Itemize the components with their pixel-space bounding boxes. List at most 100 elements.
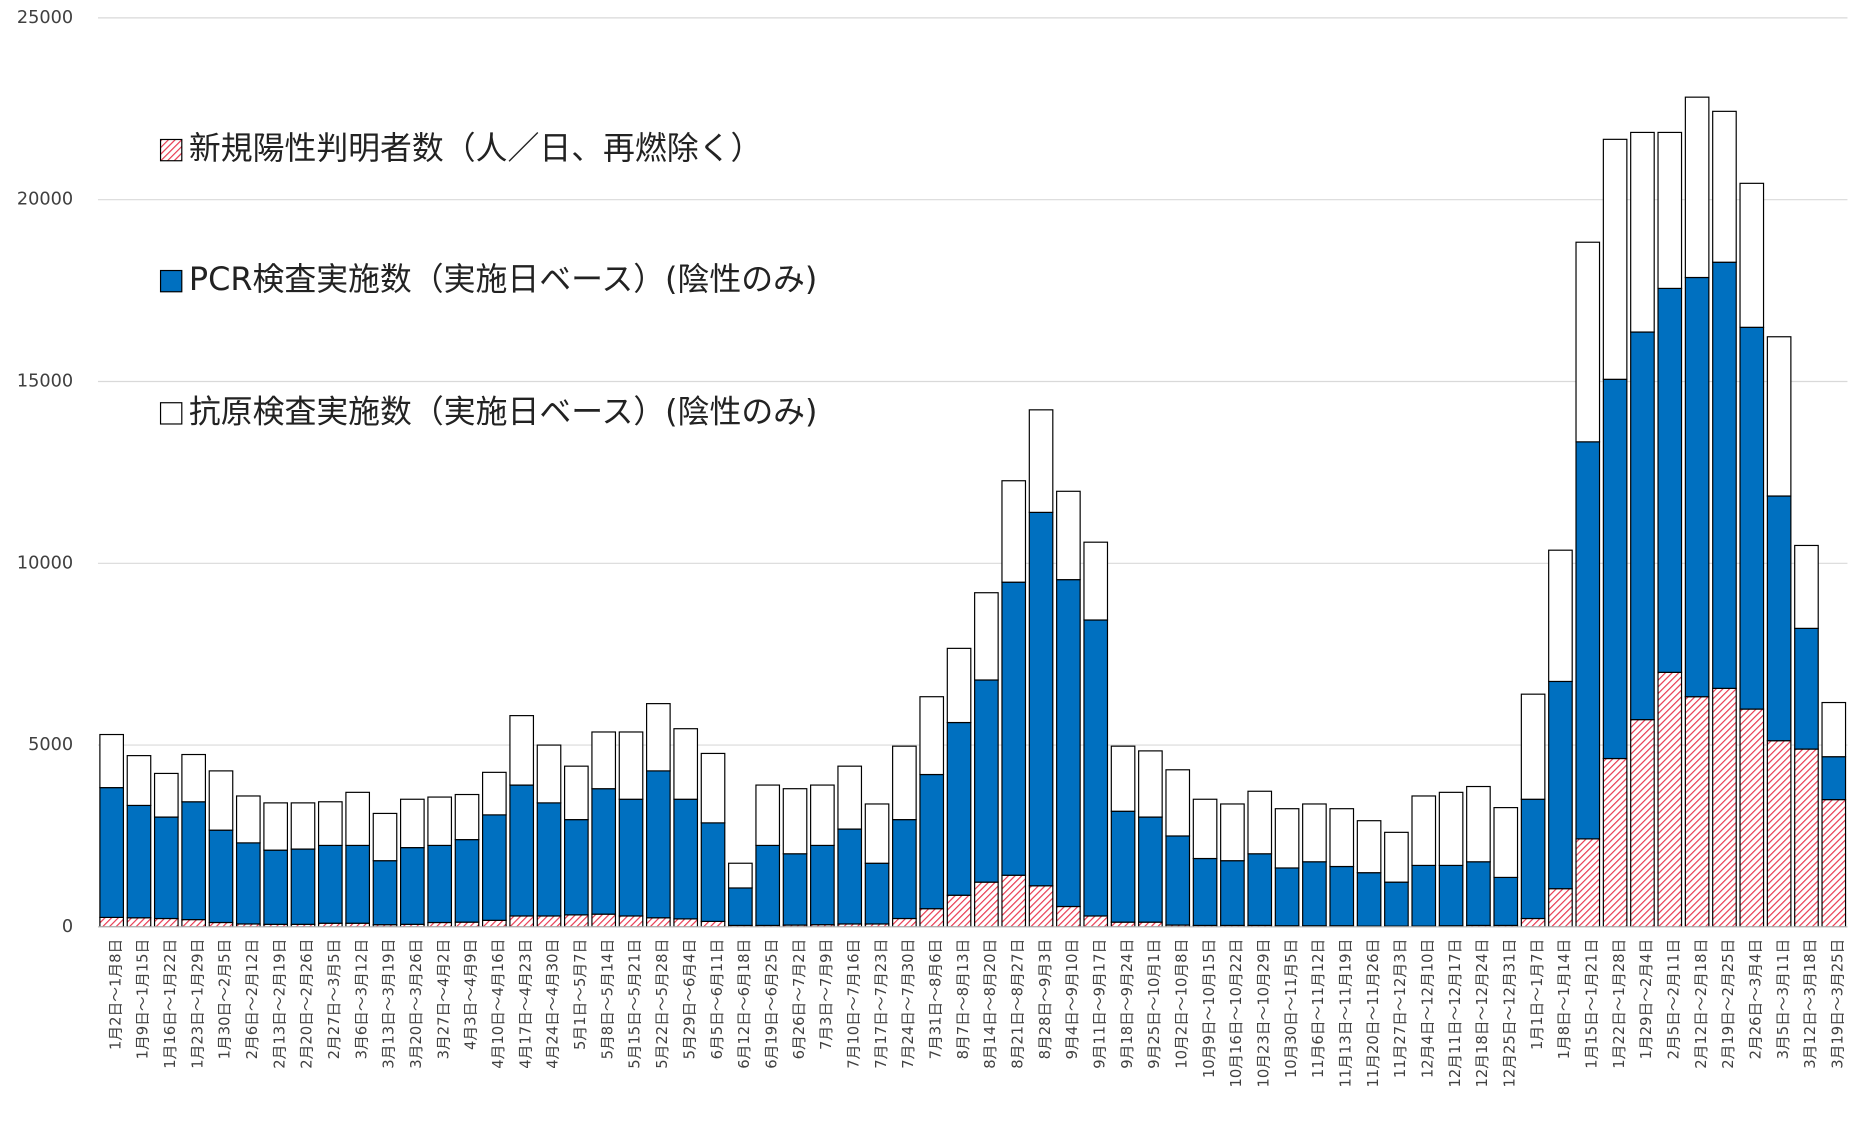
bar-segment bbox=[1302, 861, 1327, 927]
x-tick-label: 10月23日～10月29日 bbox=[1255, 939, 1272, 1088]
x-tick-label: 1月9日～1月15日 bbox=[135, 939, 152, 1060]
x-tick-label: 1月16日～1月22日 bbox=[162, 939, 179, 1069]
bar-segment bbox=[1165, 769, 1191, 837]
bar-segment bbox=[564, 819, 589, 916]
x-tick-label: 7月10日～7月16日 bbox=[845, 939, 862, 1069]
x-tick-label: 7月3日～7月9日 bbox=[818, 939, 835, 1050]
bar-segment bbox=[1247, 790, 1273, 855]
x-tick-label: 1月22日～1月28日 bbox=[1611, 939, 1628, 1069]
x-tick-label: 6月26日～7月2日 bbox=[791, 939, 808, 1060]
bar-segment bbox=[591, 731, 617, 790]
bar-segment bbox=[1001, 581, 1027, 876]
x-tick-label: 1月2日～1月8日 bbox=[107, 939, 124, 1050]
bar-segment bbox=[454, 921, 480, 928]
x-tick-label: 12月18日～12月24日 bbox=[1474, 939, 1491, 1088]
legend-swatch bbox=[159, 402, 183, 425]
x-tick-label: 8月14日～8月20日 bbox=[982, 939, 999, 1069]
x-tick-label: 11月27日～12月3日 bbox=[1392, 939, 1409, 1078]
legend-swatch bbox=[159, 269, 183, 293]
x-tick-label: 12月25日～12月31日 bbox=[1501, 939, 1518, 1088]
bar-segment bbox=[317, 801, 343, 847]
bar-segment bbox=[1684, 696, 1710, 928]
bar-segment bbox=[454, 839, 480, 923]
x-tick-label: 2月5日～2月11日 bbox=[1665, 939, 1682, 1060]
bar-segment bbox=[263, 849, 289, 925]
x-tick-label: 3月12日～3月18日 bbox=[1802, 939, 1819, 1069]
x-tick-label: 3月20日～3月26日 bbox=[408, 939, 425, 1069]
bar-segment bbox=[700, 920, 726, 928]
bar-segment bbox=[1083, 915, 1109, 928]
bar-segment bbox=[1766, 336, 1792, 497]
bar-segment bbox=[181, 801, 206, 921]
bar-segment bbox=[1384, 831, 1409, 883]
bar-segment bbox=[235, 842, 261, 925]
x-tick-label: 1月29日～2月4日 bbox=[1638, 939, 1655, 1060]
bar-segment bbox=[1438, 791, 1464, 867]
bar-segment bbox=[509, 715, 535, 786]
bar-segment bbox=[810, 844, 835, 926]
bar-segment bbox=[1684, 96, 1710, 279]
bar-segment bbox=[1630, 131, 1655, 333]
bar-segment bbox=[1138, 921, 1163, 928]
x-tick-label: 1月15日～1月21日 bbox=[1583, 939, 1600, 1069]
bar-segment bbox=[1001, 480, 1027, 583]
bar-segment bbox=[1247, 853, 1273, 927]
x-tick-label: 8月7日～8月13日 bbox=[955, 939, 972, 1060]
x-tick-label: 3月13日～3月19日 bbox=[381, 939, 398, 1069]
bar-segment bbox=[1493, 876, 1519, 927]
bar-segment bbox=[646, 917, 671, 928]
x-tick-label: 1月30日～2月5日 bbox=[217, 939, 234, 1060]
x-tick-label: 5月8日～5月14日 bbox=[599, 939, 616, 1060]
x-tick-label: 8月28日～9月3日 bbox=[1037, 939, 1054, 1060]
legend-swatch bbox=[159, 138, 183, 162]
bar-segment bbox=[591, 913, 617, 928]
bar-segment bbox=[864, 862, 890, 925]
bar-segment bbox=[755, 844, 781, 927]
y-tick-label: 0 bbox=[62, 917, 73, 937]
bar-segment bbox=[181, 753, 206, 803]
bar-segment bbox=[1110, 921, 1136, 928]
x-tick-label: 10月2日～10月8日 bbox=[1173, 939, 1190, 1069]
x-tick-label: 7月31日～8月6日 bbox=[927, 939, 944, 1060]
bar-segment bbox=[1110, 810, 1136, 923]
bar-segment bbox=[1630, 719, 1655, 928]
x-tick-label: 7月24日～7月30日 bbox=[900, 939, 917, 1069]
x-tick-label: 2月27日～3月5日 bbox=[326, 939, 343, 1060]
bar-segment bbox=[1001, 874, 1027, 928]
bar-segment bbox=[345, 844, 371, 924]
bar-segment bbox=[1192, 798, 1218, 860]
x-tick-label: 8月21日～8月27日 bbox=[1009, 939, 1026, 1069]
x-tick-label: 9月11日～9月17日 bbox=[1091, 939, 1108, 1069]
x-tick-label: 4月3日～4月9日 bbox=[463, 939, 480, 1050]
bar-segment bbox=[673, 918, 699, 928]
x-tick-label: 7月17日～7月23日 bbox=[873, 939, 890, 1069]
x-tick-label: 5月15日～5月21日 bbox=[627, 939, 644, 1069]
bar-segment bbox=[1548, 680, 1573, 890]
x-tick-label: 3月19日～3月25日 bbox=[1830, 939, 1847, 1069]
bar-segment bbox=[536, 802, 562, 917]
bar-segment bbox=[1356, 872, 1382, 927]
bar-segment bbox=[1766, 495, 1792, 742]
bar-segment bbox=[837, 765, 863, 830]
bar-segment bbox=[1083, 619, 1109, 917]
x-tick-label: 2月26日～3月4日 bbox=[1748, 939, 1765, 1060]
bar-segment bbox=[946, 647, 972, 724]
bar-segment bbox=[1739, 708, 1765, 928]
bar-segment bbox=[646, 703, 671, 772]
bar-segment bbox=[126, 755, 152, 807]
bar-segment bbox=[208, 921, 234, 928]
bar-segment bbox=[1110, 745, 1136, 812]
bar-segment bbox=[1411, 864, 1437, 927]
bar-segment bbox=[1056, 579, 1081, 908]
y-tick-label: 15000 bbox=[17, 371, 73, 391]
x-tick-label: 5月29日～6月4日 bbox=[681, 939, 698, 1060]
bar-segment bbox=[1520, 917, 1546, 928]
bar-segment bbox=[536, 744, 562, 804]
bar-segment bbox=[427, 921, 453, 928]
bar-segment bbox=[1684, 276, 1710, 698]
bar-segment bbox=[1165, 835, 1191, 926]
bar-segment bbox=[1028, 409, 1054, 513]
bar-segment bbox=[1274, 867, 1300, 927]
bar-segment bbox=[181, 919, 206, 928]
bar-segment bbox=[1028, 511, 1054, 887]
